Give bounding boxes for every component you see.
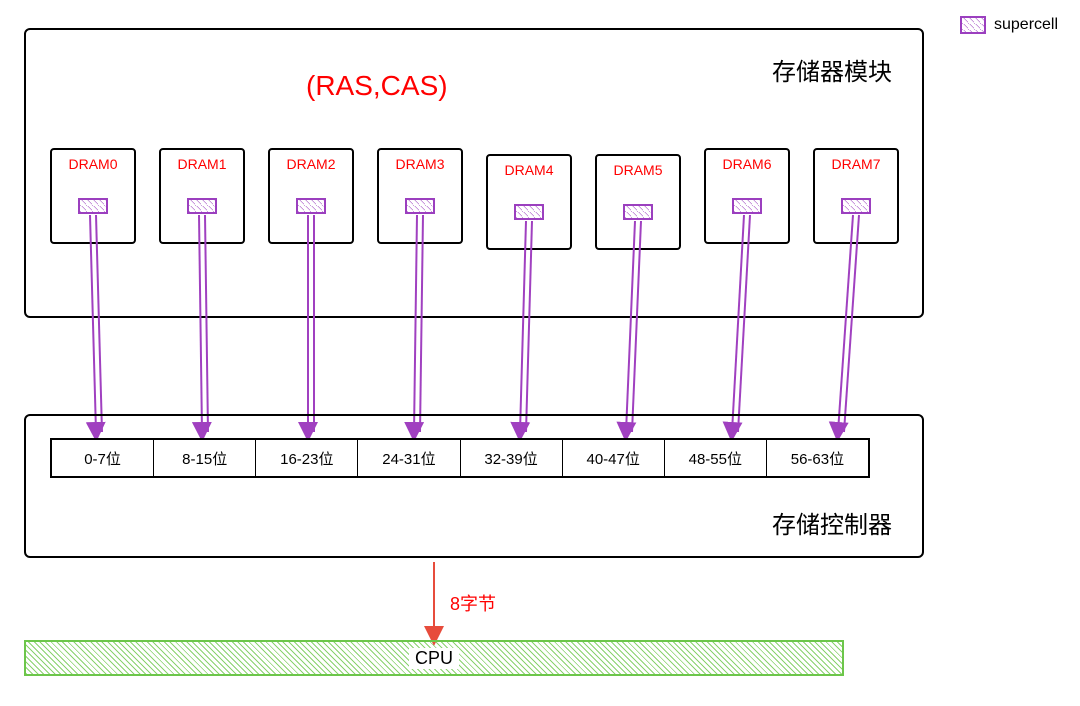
dram-label-6: DRAM6 (706, 150, 788, 172)
dram-label-3: DRAM3 (379, 150, 461, 172)
bit-cell-4: 32-39位 (461, 440, 563, 476)
legend-label: supercell (994, 16, 1058, 34)
dram-box-5: DRAM5 (595, 154, 681, 250)
bit-cell-6: 48-55位 (665, 440, 767, 476)
dram-label-5: DRAM5 (597, 156, 679, 178)
supercell-4 (514, 204, 544, 220)
supercell-5 (623, 204, 653, 220)
dram-box-0: DRAM0 (50, 148, 136, 244)
memory-controller-title: 存储控制器 (772, 505, 892, 540)
bit-row: 0-7位 8-15位 16-23位 24-31位 32-39位 40-47位 4… (50, 438, 870, 478)
supercell-3 (405, 198, 435, 214)
dram-box-3: DRAM3 (377, 148, 463, 244)
bit-cell-0: 0-7位 (52, 440, 154, 476)
dram-box-1: DRAM1 (159, 148, 245, 244)
dram-label-2: DRAM2 (270, 150, 352, 172)
bit-cell-5: 40-47位 (563, 440, 665, 476)
memory-module-title: 存储器模块 (772, 52, 892, 87)
dram-box-6: DRAM6 (704, 148, 790, 244)
cpu-label: CPU (409, 648, 459, 669)
memory-controller-box: 存储控制器 (24, 414, 924, 558)
supercell-2 (296, 198, 326, 214)
dram-box-7: DRAM7 (813, 148, 899, 244)
dram-label-0: DRAM0 (52, 150, 134, 172)
supercell-6 (732, 198, 762, 214)
supercell-7 (841, 198, 871, 214)
bit-cell-1: 8-15位 (154, 440, 256, 476)
dram-label-7: DRAM7 (815, 150, 897, 172)
dram-label-4: DRAM4 (488, 156, 570, 178)
ras-cas-label: (RAS,CAS) (306, 70, 448, 102)
transfer-label: 8字节 (450, 590, 496, 616)
supercell-1 (187, 198, 217, 214)
supercell-0 (78, 198, 108, 214)
bit-cell-3: 24-31位 (358, 440, 460, 476)
bit-cell-7: 56-63位 (767, 440, 868, 476)
legend: supercell (960, 16, 1058, 34)
dram-box-2: DRAM2 (268, 148, 354, 244)
legend-swatch (960, 16, 986, 34)
bit-cell-2: 16-23位 (256, 440, 358, 476)
dram-box-4: DRAM4 (486, 154, 572, 250)
cpu-box: CPU (24, 640, 844, 676)
dram-label-1: DRAM1 (161, 150, 243, 172)
